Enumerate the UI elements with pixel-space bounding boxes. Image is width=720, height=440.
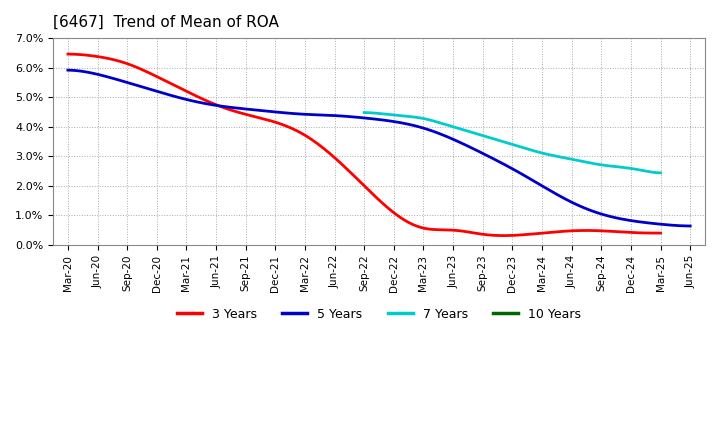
Text: [6467]  Trend of Mean of ROA: [6467] Trend of Mean of ROA xyxy=(53,15,279,30)
Legend: 3 Years, 5 Years, 7 Years, 10 Years: 3 Years, 5 Years, 7 Years, 10 Years xyxy=(172,303,585,326)
